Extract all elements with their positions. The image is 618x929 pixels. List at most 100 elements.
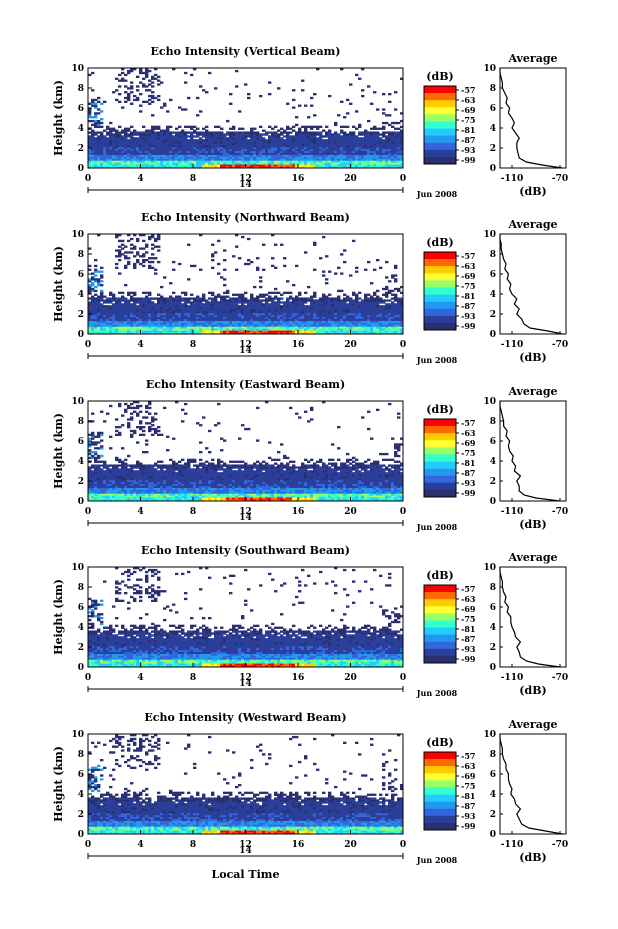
heatmap-cell	[172, 131, 176, 134]
heatmap-cell	[397, 139, 401, 142]
heatmap-cell	[133, 291, 137, 295]
heatmap-cell	[244, 83, 248, 86]
heatmap-cell	[241, 139, 245, 142]
heatmap-cell	[400, 77, 404, 80]
heatmap-cell	[328, 156, 332, 159]
heatmap-cell	[280, 131, 284, 134]
heatmap-cell	[112, 135, 116, 138]
heatmap-cell	[145, 297, 149, 300]
heatmap-cell	[109, 404, 113, 408]
heatmap-cell	[208, 156, 212, 159]
heatmap-cell	[271, 152, 275, 155]
heatmap-cell	[109, 144, 113, 148]
heatmap-cell	[340, 164, 344, 167]
heatmap-cell	[253, 137, 257, 140]
heatmap-cell	[355, 293, 359, 296]
heatmap-cell	[124, 79, 128, 82]
heatmap-cell	[211, 158, 215, 161]
heatmap-cell	[379, 164, 383, 167]
heatmap-cell	[274, 291, 278, 295]
heatmap-cell	[367, 148, 371, 152]
heatmap-cell	[121, 152, 125, 155]
heatmap-cell	[298, 164, 302, 167]
heatmap-cell	[130, 141, 134, 144]
heatmap-cell	[109, 318, 113, 321]
heatmap-cell	[301, 160, 305, 163]
heatmap-cell	[169, 154, 173, 157]
heatmap-cell	[247, 135, 251, 138]
heatmap-cell	[100, 297, 104, 300]
colorbar-unit: (dB)	[426, 236, 453, 249]
heatmap-cell	[172, 143, 176, 146]
heatmap-cell	[97, 148, 101, 152]
heatmap-cell	[214, 144, 218, 148]
heatmap-cell	[208, 135, 212, 138]
average-profile-line	[499, 68, 563, 169]
heatmap-cell	[205, 143, 209, 146]
heatmap-cell	[352, 146, 356, 150]
heatmap-cell	[268, 93, 272, 96]
heatmap-cell	[160, 144, 164, 148]
heatmap-cell	[262, 243, 266, 246]
heatmap-cell	[259, 133, 263, 136]
colorbar-tick-label: -93	[461, 145, 476, 155]
heatmap-cell	[241, 162, 245, 165]
heatmap-cell	[292, 297, 296, 300]
heatmap-cell	[121, 305, 125, 308]
heatmap-cell	[154, 77, 158, 80]
heatmap-cell	[187, 330, 191, 333]
heatmap-cell	[334, 141, 338, 144]
heatmap-cell	[283, 135, 287, 138]
heatmap-cell	[280, 133, 284, 136]
heatmap-cell	[133, 143, 137, 146]
heatmap-cell	[319, 133, 323, 136]
heatmap-cell	[130, 158, 134, 161]
heatmap-cell	[397, 135, 401, 138]
heatmap-cell	[91, 154, 95, 157]
heatmap-cell	[181, 324, 185, 327]
heatmap-cell	[103, 148, 107, 152]
heatmap-cell	[301, 297, 305, 300]
heatmap-cell	[175, 162, 179, 165]
heatmap-cell	[127, 93, 131, 96]
heatmap-cell	[118, 303, 122, 306]
heatmap-cell	[187, 135, 191, 138]
heatmap-cell	[184, 316, 188, 320]
heatmap-cell	[115, 312, 119, 316]
heatmap-cell	[208, 162, 212, 165]
heatmap-cell	[304, 162, 308, 165]
heatmap-cell	[277, 139, 281, 142]
heatmap-cell	[400, 160, 404, 163]
heatmap-cell	[88, 73, 92, 77]
heatmap-cell	[205, 91, 209, 94]
heatmap-cell	[109, 137, 113, 140]
heatmap-cell	[229, 139, 233, 142]
heatmap-cell	[115, 166, 119, 169]
heatmap-cell	[262, 162, 266, 165]
heatmap-cell	[175, 312, 179, 316]
heatmap-cell	[88, 322, 92, 325]
heatmap-cell	[307, 297, 311, 300]
heatmap-cell	[325, 144, 329, 148]
heatmap-cell	[157, 314, 161, 318]
heatmap-cell	[244, 139, 248, 142]
heatmap-cell	[376, 148, 380, 152]
heatmap-cell	[214, 154, 218, 157]
heatmap-cell	[100, 274, 104, 277]
heatmap-cell	[361, 158, 365, 161]
heatmap-cell	[304, 150, 308, 154]
heatmap-cell	[259, 143, 263, 146]
heatmap-cell	[268, 137, 272, 140]
heatmap-cell	[115, 98, 119, 102]
heatmap-cell	[277, 148, 281, 152]
heatmap-cell	[124, 166, 128, 169]
heatmap-cell	[220, 158, 224, 161]
heatmap-cell	[148, 98, 152, 102]
heatmap-cell	[253, 148, 257, 152]
heatmap-cell	[373, 133, 377, 136]
heatmap-cell	[181, 156, 185, 159]
heatmap-cell	[307, 156, 311, 159]
heatmap-cell	[328, 141, 332, 144]
heatmap-cell	[163, 133, 167, 136]
heatmap-cell	[382, 158, 386, 161]
